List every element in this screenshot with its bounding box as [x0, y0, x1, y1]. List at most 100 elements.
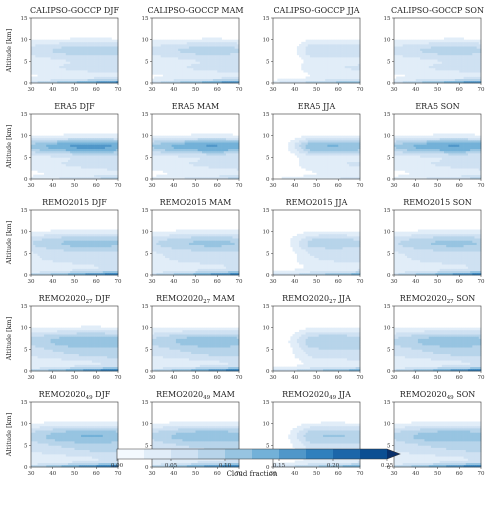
panel-title: REMO202049 DJF [39, 390, 111, 401]
y-tick-label: 15 [142, 400, 149, 406]
cloud-fraction-field [394, 133, 482, 180]
y-tick-label: 0 [387, 465, 391, 471]
x-tick-label: 40 [412, 471, 419, 477]
y-tick-label: 0 [387, 273, 391, 279]
colorbar-bin [360, 449, 388, 459]
y-tick-label: 5 [387, 443, 391, 449]
panel-3-4: REMO2015 SON 30 40 50 60 70 0 5 10 15 [384, 198, 485, 285]
x-tick-label: 50 [434, 471, 441, 477]
x-tick-label: 50 [192, 375, 199, 381]
x-tick-label: 30 [28, 183, 35, 189]
x-tick-label: 30 [149, 279, 156, 285]
panel-title: ERA5 DJF [54, 102, 95, 111]
cloud-fraction-field [394, 229, 482, 276]
panel-title: REMO202049 SON [400, 390, 476, 401]
x-tick-label: 50 [192, 471, 199, 477]
y-tick-label: 0 [145, 81, 149, 87]
x-tick-label: 30 [149, 375, 156, 381]
colorbar-label: Cloud fraction [227, 470, 278, 478]
cloud-fraction-field [273, 39, 361, 84]
x-tick-label: 40 [49, 375, 56, 381]
x-tick-label: 70 [115, 279, 122, 285]
y-tick-label: 0 [145, 177, 149, 183]
x-tick-label: 50 [71, 87, 78, 93]
x-tick-label: 60 [214, 471, 221, 477]
x-tick-label: 50 [71, 279, 78, 285]
y-tick-label: 0 [387, 81, 391, 87]
x-tick-label: 50 [71, 375, 78, 381]
panel-title: CALIPSO-GOCCP JJA [273, 6, 359, 15]
panel-1-2: CALIPSO-GOCCP MAM 30 40 50 60 70 0 5 10 15 [142, 6, 244, 93]
x-tick-label: 30 [270, 375, 277, 381]
y-tick-label: 0 [266, 273, 270, 279]
y-tick-label: 10 [384, 326, 391, 332]
y-tick-label: 0 [266, 369, 270, 375]
panel-title: CALIPSO-GOCCP DJF [30, 6, 120, 15]
y-tick-label: 10 [384, 38, 391, 44]
y-tick-label: 5 [24, 251, 28, 257]
cloud-fraction-field [31, 133, 119, 180]
x-tick-label: 50 [192, 87, 199, 93]
x-tick-label: 30 [270, 279, 277, 285]
colorbar-bin [225, 449, 253, 459]
x-tick-label: 30 [391, 87, 398, 93]
y-tick-label: 5 [387, 347, 391, 353]
x-tick-label: 40 [170, 279, 177, 285]
x-tick-label: 50 [313, 471, 320, 477]
cloud-fraction-field [152, 327, 240, 372]
y-tick-label: 10 [142, 422, 149, 428]
y-axis-label: Altitude [km] [5, 29, 13, 74]
panel-title: ERA5 MAM [172, 102, 219, 111]
colorbar-tick-label: 0.20 [327, 463, 340, 469]
x-tick-label: 50 [313, 183, 320, 189]
x-tick-label: 30 [270, 183, 277, 189]
y-tick-label: 10 [142, 38, 149, 44]
cloud-fraction-field [273, 327, 361, 372]
x-tick-label: 70 [478, 87, 485, 93]
y-tick-label: 5 [266, 347, 270, 353]
panel-title: REMO202027 DJF [39, 294, 111, 305]
y-tick-label: 10 [263, 134, 270, 140]
x-tick-label: 60 [214, 279, 221, 285]
panel-3-1: REMO2015 DJF 30 40 50 60 70 0 5 10 15 Altitude [km… [5, 198, 122, 285]
panel-title: REMO202027 SON [400, 294, 476, 305]
x-tick-label: 60 [335, 471, 342, 477]
x-tick-label: 70 [236, 87, 243, 93]
x-tick-label: 60 [93, 279, 100, 285]
x-tick-label: 30 [28, 471, 35, 477]
x-tick-label: 60 [214, 183, 221, 189]
panel-4-1: REMO202027 DJF 30 40 50 60 70 0 5 10 15 Altitude [… [5, 294, 122, 381]
x-tick-label: 60 [214, 87, 221, 93]
x-tick-label: 70 [357, 87, 364, 93]
x-tick-label: 40 [49, 183, 56, 189]
y-tick-label: 10 [142, 326, 149, 332]
y-tick-label: 10 [384, 422, 391, 428]
x-tick-label: 30 [391, 183, 398, 189]
y-tick-label: 15 [142, 112, 149, 118]
x-tick-label: 70 [478, 279, 485, 285]
x-tick-label: 30 [28, 375, 35, 381]
x-tick-label: 60 [335, 87, 342, 93]
panel-title: REMO2015 JJA [286, 198, 348, 207]
colorbar-bin [171, 449, 199, 459]
x-tick-label: 70 [478, 183, 485, 189]
panel-5-1: REMO202049 DJF 30 40 50 60 70 0 5 10 15 Altitude [… [5, 390, 122, 477]
y-tick-label: 0 [145, 273, 149, 279]
x-tick-label: 40 [170, 471, 177, 477]
cloud-fraction-field [31, 421, 119, 468]
y-tick-label: 5 [145, 347, 149, 353]
panel-title: CALIPSO-GOCCP SON [391, 6, 484, 15]
x-tick-label: 70 [236, 183, 243, 189]
y-tick-label: 5 [266, 443, 270, 449]
panel-title: ERA5 JJA [298, 102, 336, 111]
x-tick-label: 60 [456, 183, 463, 189]
colorbar-tick-label: 0.25 [381, 463, 394, 469]
x-tick-label: 50 [192, 183, 199, 189]
y-tick-label: 0 [24, 369, 28, 375]
y-tick-label: 15 [384, 304, 391, 310]
y-tick-label: 15 [263, 112, 270, 118]
y-tick-label: 10 [21, 422, 28, 428]
y-tick-label: 15 [384, 112, 391, 118]
x-tick-label: 60 [335, 183, 342, 189]
